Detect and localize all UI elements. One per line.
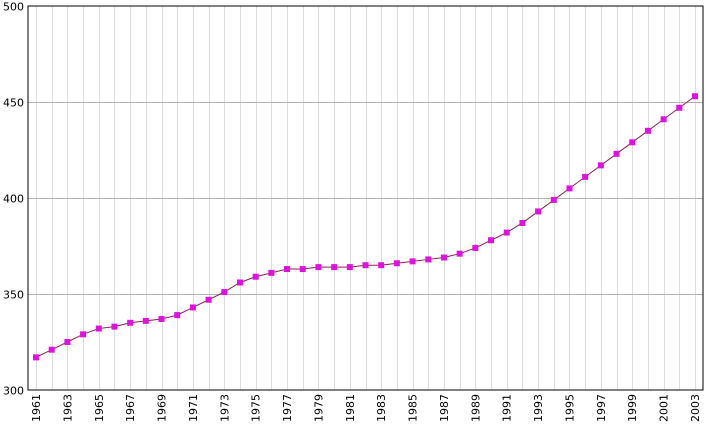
- data-point: [613, 150, 620, 157]
- data-point: [393, 260, 400, 267]
- data-point: [127, 319, 134, 326]
- data-point: [158, 315, 165, 322]
- data-point: [503, 229, 510, 236]
- x-tick-label: 1993: [532, 394, 545, 422]
- data-point: [582, 173, 589, 180]
- x-tick-label: 1965: [93, 394, 106, 422]
- plot-frame: [27, 5, 704, 391]
- x-tick-label: 1985: [407, 394, 420, 422]
- data-point: [378, 262, 385, 269]
- x-tick-label: 1979: [312, 394, 325, 422]
- data-point: [488, 237, 495, 244]
- data-point: [440, 254, 447, 261]
- y-tick-label: 500: [3, 1, 24, 14]
- data-point: [676, 104, 683, 111]
- data-point: [268, 269, 275, 276]
- data-point: [205, 296, 212, 303]
- data-point: [299, 266, 306, 273]
- data-point: [597, 162, 604, 169]
- data-point: [409, 258, 416, 265]
- data-point: [566, 185, 573, 192]
- x-tick-label: 1995: [563, 394, 576, 422]
- data-point: [221, 289, 228, 296]
- data-point: [64, 339, 71, 345]
- y-axis-ticks: 300 350 400 450 500: [3, 1, 24, 398]
- y-tick-label: 450: [3, 97, 24, 110]
- x-tick-label: 2003: [689, 394, 702, 422]
- x-tick-label: 1971: [187, 394, 200, 422]
- x-tick-label: 1983: [375, 394, 388, 422]
- data-point: [644, 127, 651, 134]
- data-point: [33, 354, 39, 361]
- x-tick-label: 1999: [626, 394, 639, 422]
- x-tick-label: 1963: [61, 394, 74, 422]
- data-point: [111, 323, 118, 330]
- data-point: [95, 325, 102, 332]
- x-tick-label: 1977: [281, 394, 294, 422]
- y-tick-label: 300: [3, 385, 24, 398]
- data-point: [535, 208, 542, 215]
- horizontal-gridlines: [28, 102, 703, 295]
- x-tick-label: 1991: [501, 394, 514, 422]
- x-tick-label: 1981: [344, 394, 357, 422]
- data-point: [519, 219, 526, 226]
- x-tick-label: 1973: [218, 394, 231, 422]
- data-point: [660, 116, 667, 123]
- data-point: [692, 93, 698, 100]
- x-tick-label: 1975: [250, 394, 263, 422]
- data-point: [362, 262, 369, 269]
- data-point: [236, 279, 243, 286]
- x-axis-ticks: 1961 1963 1965 1967 1969 1971 1973 1975 1977 1979…: [30, 394, 702, 422]
- x-tick-label: 1969: [156, 394, 169, 422]
- x-tick-label: 1997: [595, 394, 608, 422]
- data-point: [284, 266, 291, 273]
- series-line: [35, 95, 696, 358]
- x-tick-label: 1989: [469, 394, 482, 422]
- x-tick-label: 1961: [30, 394, 43, 422]
- data-point: [472, 244, 479, 251]
- data-point: [48, 346, 55, 353]
- data-point: [425, 256, 432, 263]
- data-point: [80, 331, 87, 338]
- series-layer: [33, 93, 698, 361]
- data-point: [550, 196, 557, 203]
- data-point: [315, 264, 322, 271]
- x-tick-label: 1967: [124, 394, 137, 422]
- x-tick-label: 2001: [658, 394, 671, 422]
- data-point: [252, 273, 259, 280]
- data-point: [142, 317, 149, 324]
- x-tick-label: 1987: [438, 394, 451, 422]
- data-point: [629, 139, 636, 146]
- data-point: [331, 264, 338, 271]
- y-tick-label: 400: [3, 193, 24, 206]
- data-point: [189, 304, 196, 311]
- data-point: [174, 312, 181, 319]
- data-point: [346, 264, 353, 271]
- data-point: [456, 250, 463, 257]
- y-tick-label: 350: [3, 289, 24, 302]
